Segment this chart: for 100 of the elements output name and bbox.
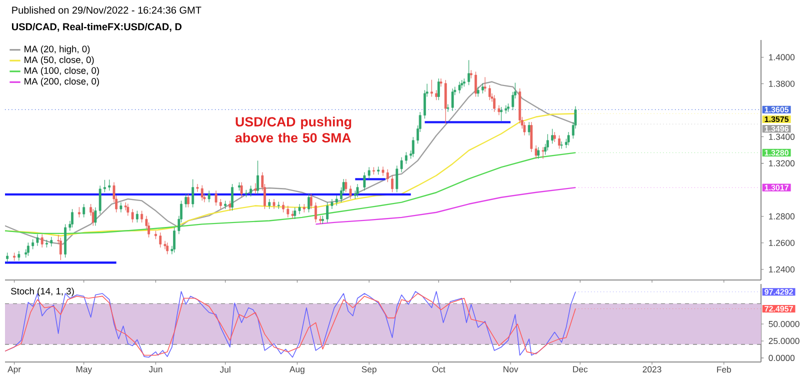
- annotation: 1.3280: [764, 150, 788, 156]
- candlestick: [268, 198, 271, 210]
- legend-label: MA (100, close, 0): [24, 67, 99, 76]
- candlestick: [159, 232, 162, 248]
- candlestick: [435, 90, 438, 100]
- candlestick: [560, 141, 563, 150]
- candlestick: [120, 202, 122, 213]
- candlestick: [82, 204, 86, 218]
- candlestick: [546, 134, 549, 151]
- candlestick: [440, 78, 442, 87]
- candlestick: [493, 94, 496, 112]
- candlestick: [314, 202, 317, 223]
- candlestick: [200, 184, 204, 201]
- legend-label: MA (200, close, 0): [24, 78, 99, 86]
- y-tick-label: 1.3400: [769, 134, 795, 140]
- candlestick: [36, 234, 39, 246]
- candlestick: [184, 194, 188, 208]
- candlestick: [50, 236, 53, 247]
- candlestick: [553, 132, 556, 142]
- candlestick: [108, 179, 111, 191]
- candlestick: [286, 205, 290, 218]
- candlestick: [104, 180, 106, 193]
- x-tick-label: Oct: [432, 366, 446, 372]
- candlestick: [437, 78, 440, 100]
- y-tick-label: 25.0000: [768, 338, 800, 344]
- annotation: 1.3496: [764, 126, 789, 132]
- candlestick: [186, 194, 190, 208]
- x-tick-label: Feb: [717, 366, 732, 373]
- x-tick-label: Aug: [290, 366, 304, 374]
- candlestick: [482, 83, 484, 94]
- candlestick: [26, 242, 30, 256]
- candlestick: [412, 136, 414, 158]
- candlestick: [71, 208, 74, 228]
- candlestick: [386, 168, 389, 182]
- y-tick-label: 1.4000: [769, 54, 795, 60]
- legend-label: MA (20, high, 0): [24, 45, 90, 54]
- chart-subtitle: USD/CAD, Real-timeFX:USD/CAD, D: [12, 22, 182, 32]
- chart-title: Stoch (14, 1, 3): [11, 288, 74, 296]
- candlestick: [551, 128, 554, 144]
- candlestick: [40, 234, 44, 248]
- candlestick: [272, 198, 276, 210]
- x-tick-label: Apr: [8, 366, 21, 374]
- candlestick: [136, 210, 138, 223]
- candlestick: [256, 160, 259, 194]
- candlestick: [382, 166, 384, 176]
- candlestick: [78, 206, 80, 218]
- ref-line-label: 1.3605: [764, 106, 789, 112]
- candlestick: [6, 252, 9, 262]
- candlestick: [326, 202, 329, 223]
- candlestick: [391, 175, 394, 193]
- candlestick: [484, 76, 486, 92]
- annotation: 1.3017: [764, 184, 788, 190]
- y-tick-label: 1.2800: [769, 213, 795, 220]
- chart-title: Published on 29/Nov/2022 - 16:24:36 GMT: [12, 6, 202, 14]
- candlestick: [196, 184, 199, 192]
- candlestick: [219, 198, 222, 210]
- y-tick-label: 1.3200: [769, 160, 795, 166]
- candlestick: [282, 201, 285, 213]
- candlestick: [528, 122, 530, 136]
- candlestick: [140, 210, 144, 223]
- candlestick: [166, 242, 169, 255]
- y-tick-label: 1.2400: [769, 266, 795, 272]
- x-tick-label: Nov: [504, 366, 518, 372]
- candlestick: [542, 146, 544, 160]
- candlestick: [330, 198, 334, 210]
- candlestick: [214, 190, 218, 206]
- y-tick-label: 0.0000: [768, 354, 795, 361]
- candlestick: [567, 132, 570, 146]
- x-tick-label: Jun: [148, 366, 162, 372]
- x-tick-label: Jul: [220, 366, 230, 373]
- candlestick: [500, 106, 502, 122]
- x-tick-label: May: [76, 366, 92, 374]
- candlestick: [250, 185, 252, 197]
- candlestick: [192, 178, 194, 208]
- candlestick: [476, 86, 480, 98]
- x-tick-label: Dec: [573, 366, 588, 372]
- candlestick: [498, 104, 500, 116]
- candlestick: [558, 135, 560, 150]
- candlestick: [240, 182, 243, 198]
- candlestick: [488, 84, 491, 100]
- x-tick-label: Sep: [362, 366, 376, 374]
- y-tick-label: 50.0000: [768, 320, 800, 328]
- candlestick: [430, 79, 433, 98]
- candlestick: [404, 152, 408, 164]
- x-tick-label: 2023: [642, 366, 662, 372]
- y-tick-label: 1.3800: [769, 80, 795, 87]
- annotation: 1.3575: [764, 116, 789, 122]
- candlestick: [474, 71, 477, 98]
- candlestick: [254, 182, 257, 194]
- candlestick: [32, 238, 34, 250]
- legend-label: MA (50, close, 0): [24, 56, 94, 65]
- annotation: USD/CAD pushing above the 50 SMA: [235, 116, 352, 142]
- candlestick: [537, 146, 540, 160]
- candlestick: [356, 184, 359, 198]
- candlestick: [173, 227, 176, 253]
- candlestick: [18, 250, 20, 262]
- candlestick: [231, 184, 234, 211]
- candlestick: [310, 194, 312, 210]
- annotation: 97.4292: [764, 289, 793, 295]
- candlestick: [208, 190, 210, 203]
